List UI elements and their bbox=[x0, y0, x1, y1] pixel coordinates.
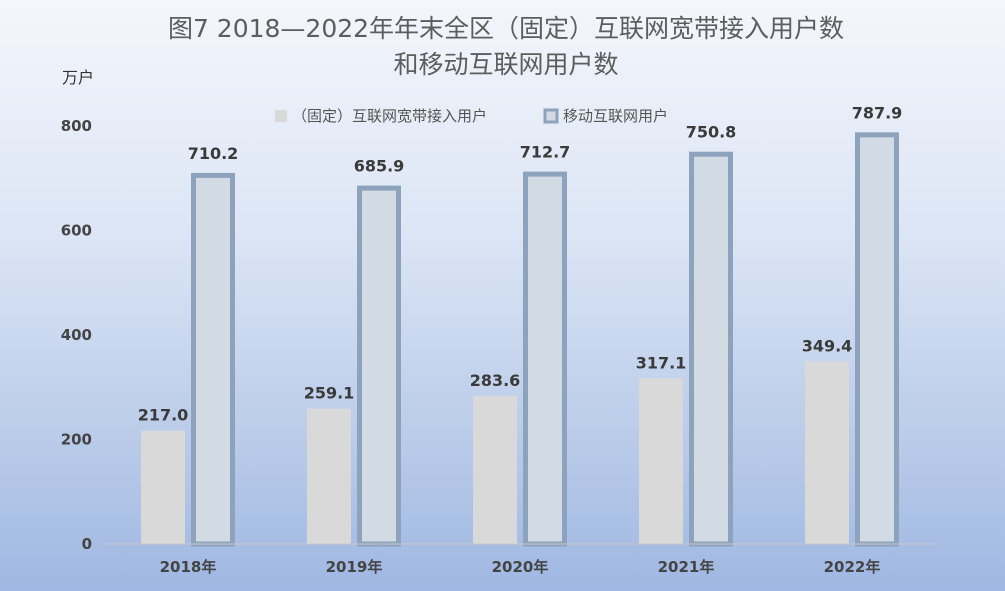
chart-subtitle: 和移动互联网用户数 bbox=[393, 50, 618, 79]
data-label-fixed-broadband: 283.6 bbox=[470, 371, 521, 390]
data-label-mobile-internet: 787.9 bbox=[852, 103, 903, 122]
data-label-mobile-internet: 710.2 bbox=[188, 144, 239, 163]
legend-label-fixed-broadband: （固定）互联网宽带接入用户 bbox=[292, 107, 487, 125]
x-tick-label: 2022年 bbox=[824, 558, 881, 576]
x-tick-label: 2021年 bbox=[658, 558, 715, 576]
legend-label-mobile-internet: 移动互联网用户 bbox=[563, 107, 668, 125]
y-tick-label: 200 bbox=[61, 431, 92, 449]
legend-swatch-fixed-broadband bbox=[275, 110, 287, 122]
bar-fixed-broadband bbox=[805, 361, 849, 544]
bar-fixed-broadband bbox=[639, 378, 683, 544]
bar-mobile-internet bbox=[689, 151, 733, 547]
x-tick-label: 2019年 bbox=[326, 558, 383, 576]
y-axis: 0 200 400 600 800 bbox=[61, 117, 92, 553]
data-label-mobile-internet: 685.9 bbox=[354, 157, 405, 176]
bar-mobile-internet bbox=[855, 132, 899, 547]
chart-title: 图7 2018—2022年年末全区（固定）互联网宽带接入用户数 bbox=[168, 14, 844, 43]
y-tick-label: 0 bbox=[82, 535, 92, 553]
data-label-fixed-broadband: 317.1 bbox=[636, 353, 687, 372]
bar-fixed-broadband bbox=[307, 408, 351, 544]
bar-fixed-broadband bbox=[141, 430, 185, 544]
legend-swatch-mobile-internet bbox=[543, 108, 559, 124]
y-tick-label: 600 bbox=[61, 222, 92, 240]
data-label-fixed-broadband: 349.4 bbox=[802, 336, 853, 355]
bar-mobile-internet bbox=[523, 171, 567, 547]
data-label-fixed-broadband: 259.1 bbox=[304, 384, 355, 403]
x-tick-label: 2020年 bbox=[492, 558, 549, 576]
legend: （固定）互联网宽带接入用户 移动互联网用户 bbox=[275, 107, 668, 125]
data-labels: 217.0 710.2 259.1 685.9 283.6 712.7 317.1 750.8… bbox=[138, 103, 903, 424]
bar-mobile-internet bbox=[191, 172, 235, 547]
data-label-fixed-broadband: 217.0 bbox=[138, 406, 189, 425]
y-tick-label: 800 bbox=[61, 117, 92, 135]
bars bbox=[141, 132, 899, 547]
x-axis: 2018年 2019年 2020年 2021年 2022年 bbox=[160, 558, 881, 576]
bar-fixed-broadband bbox=[473, 395, 517, 544]
y-tick-label: 400 bbox=[61, 326, 92, 344]
bar-mobile-internet bbox=[357, 185, 401, 547]
data-label-mobile-internet: 750.8 bbox=[686, 123, 737, 142]
y-axis-unit-label: 万户 bbox=[62, 68, 94, 87]
x-tick-label: 2018年 bbox=[160, 558, 217, 576]
data-label-mobile-internet: 712.7 bbox=[520, 143, 571, 162]
